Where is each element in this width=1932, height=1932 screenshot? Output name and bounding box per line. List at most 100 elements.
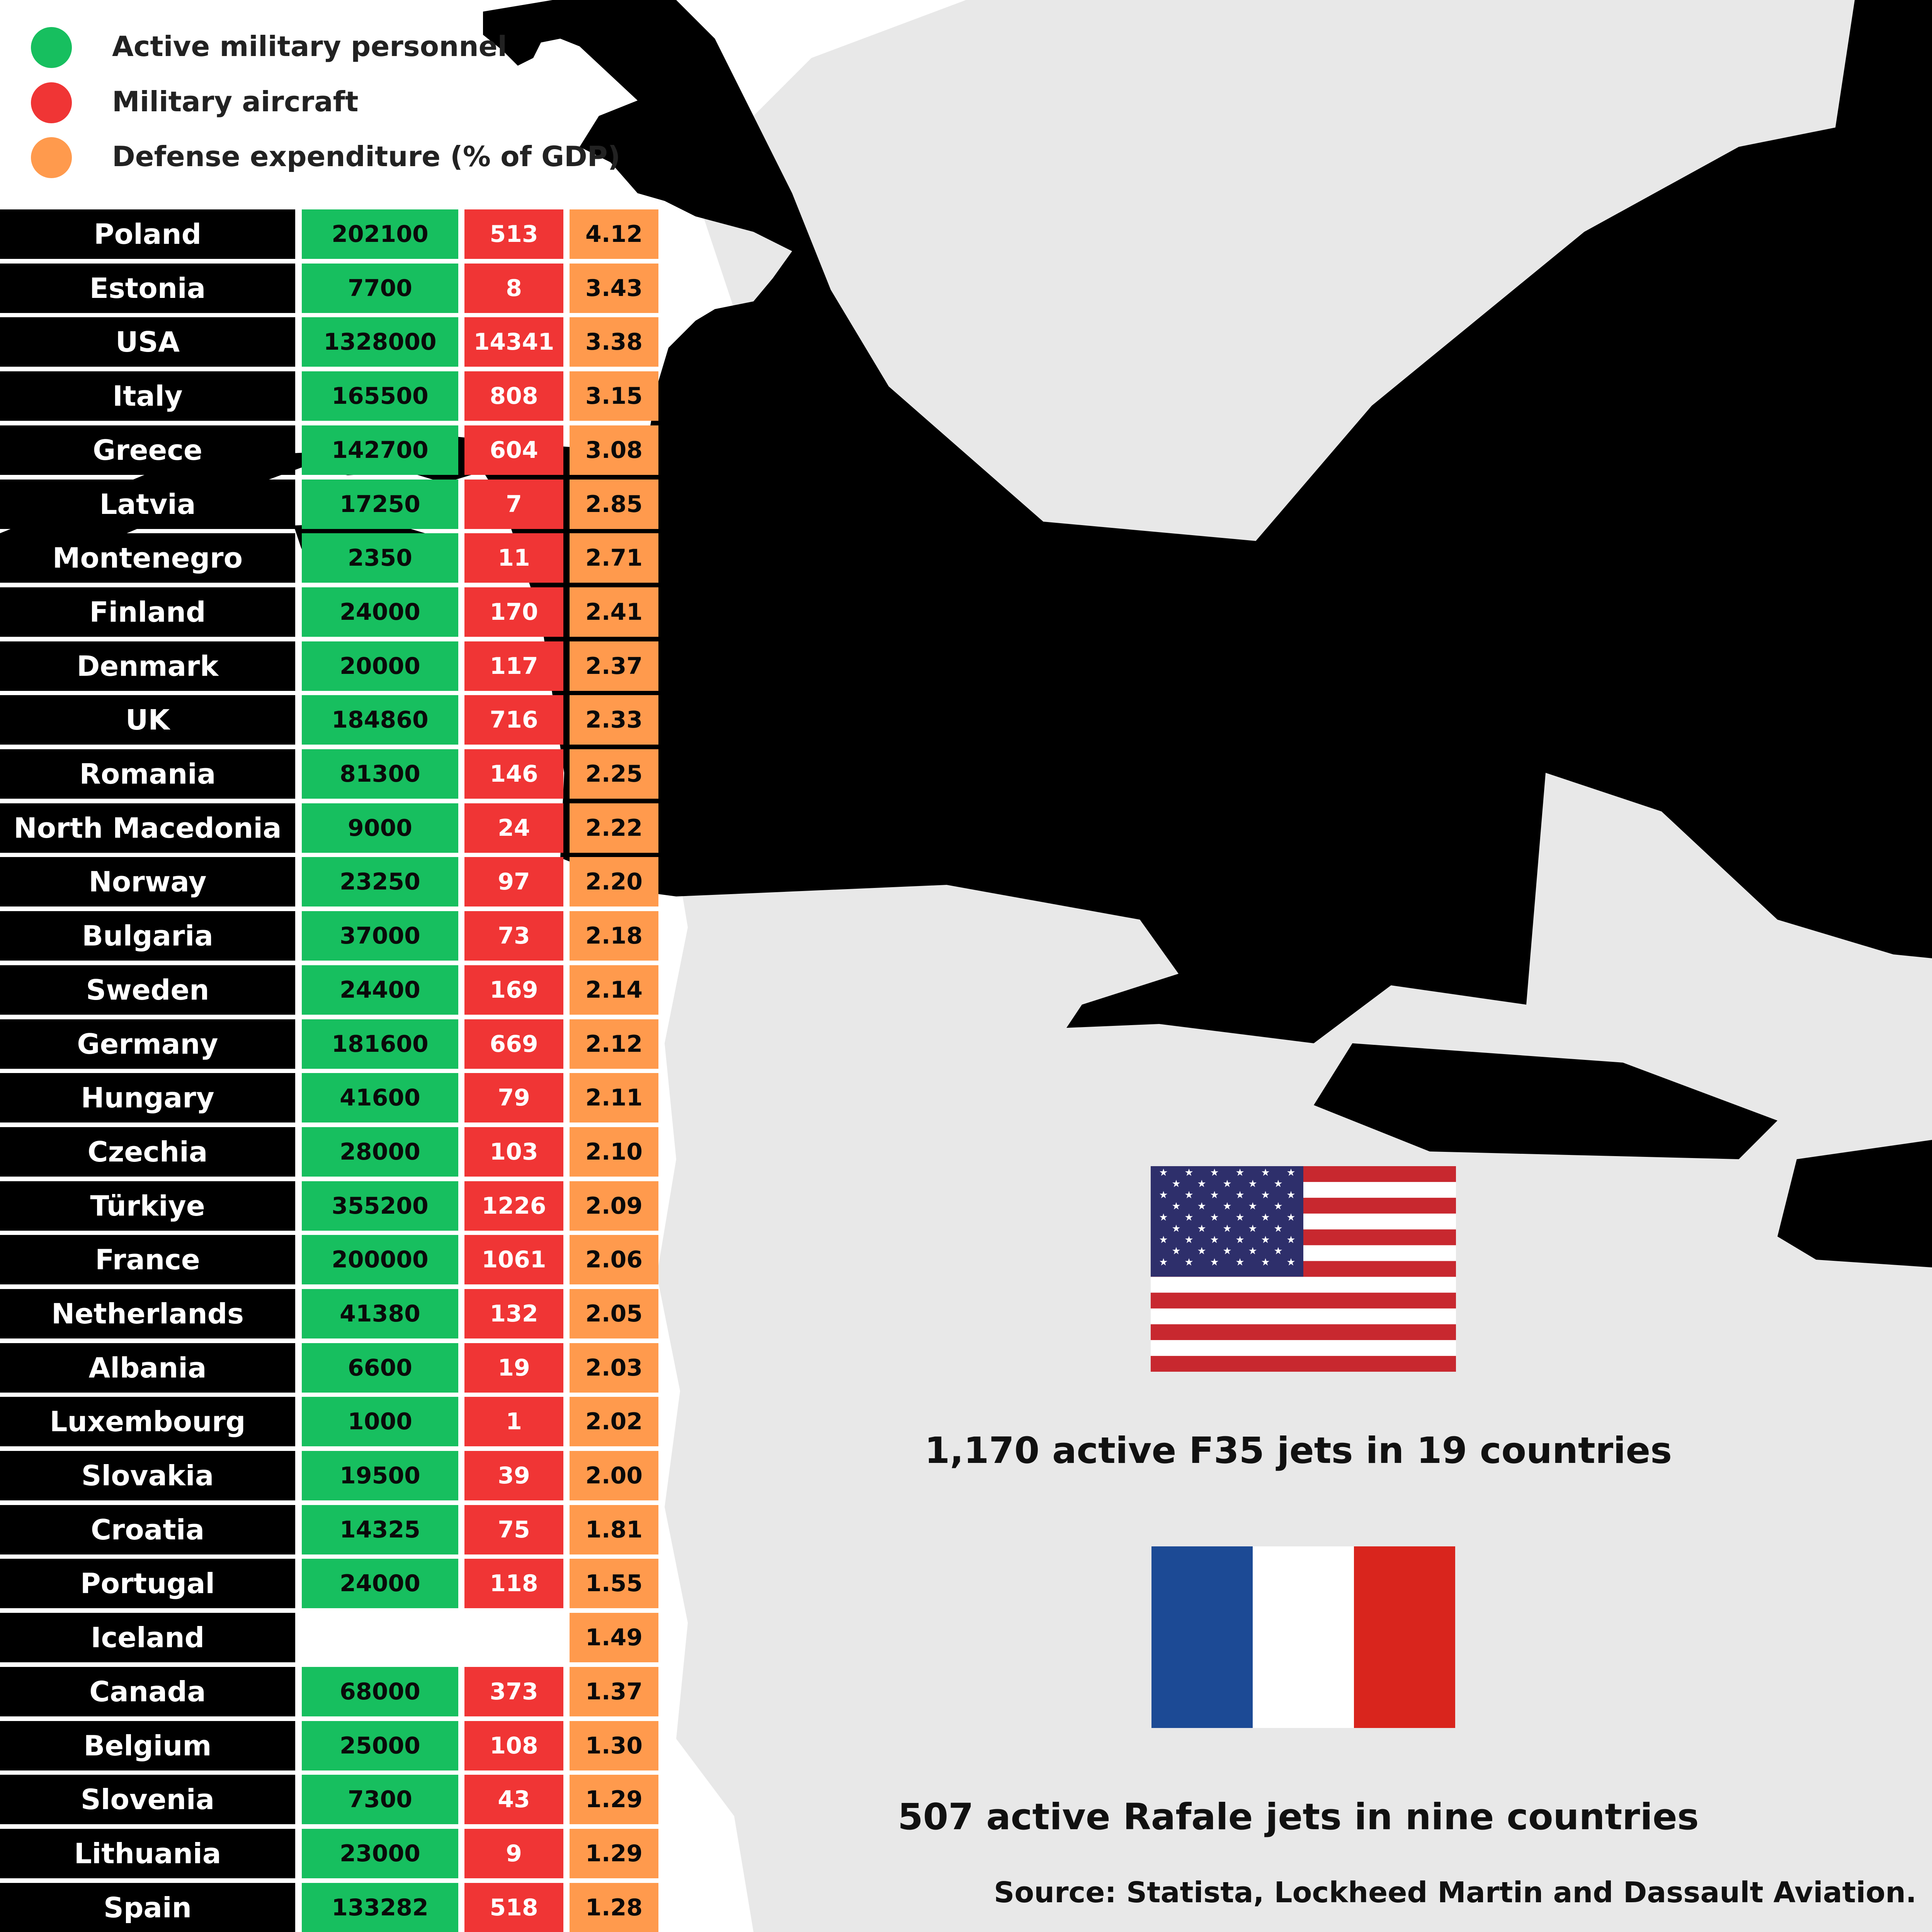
country-cell: Lithuania bbox=[0, 1829, 295, 1878]
aircraft-cell: 97 bbox=[464, 857, 563, 906]
aircraft-cell: 108 bbox=[464, 1721, 563, 1770]
personnel-cell: 19500 bbox=[302, 1451, 458, 1500]
country-cell: Luxembourg bbox=[0, 1397, 295, 1446]
svg-text:★: ★ bbox=[1197, 1178, 1206, 1190]
table-row: Iceland 1.49 bbox=[0, 1613, 658, 1662]
svg-text:★: ★ bbox=[1223, 1223, 1231, 1235]
personnel-cell: 81300 bbox=[302, 749, 458, 799]
personnel-cell: 23000 bbox=[302, 1829, 458, 1878]
svg-text:★: ★ bbox=[1235, 1212, 1244, 1223]
personnel-cell: 14325 bbox=[302, 1505, 458, 1554]
svg-text:★: ★ bbox=[1172, 1223, 1180, 1235]
svg-text:★: ★ bbox=[1235, 1189, 1244, 1201]
legend-label-aircraft: Military aircraft bbox=[112, 85, 359, 118]
defense-cell: 2.41 bbox=[570, 587, 658, 637]
table-row: Lithuania 23000 9 1.29 bbox=[0, 1829, 658, 1878]
svg-text:★: ★ bbox=[1184, 1257, 1193, 1268]
personnel-cell: 2350 bbox=[302, 533, 458, 583]
country-cell: North Macedonia bbox=[0, 803, 295, 853]
personnel-cell: 28000 bbox=[302, 1127, 458, 1177]
defense-cell: 2.71 bbox=[570, 533, 658, 583]
personnel-cell: 24000 bbox=[302, 587, 458, 637]
aircraft-cell: 373 bbox=[464, 1667, 563, 1716]
aircraft-cell: 19 bbox=[464, 1343, 563, 1393]
legend-dot-personnel bbox=[31, 27, 72, 68]
country-cell: Czechia bbox=[0, 1127, 295, 1177]
legend-dot-aircraft bbox=[31, 82, 72, 123]
defense-cell: 1.49 bbox=[570, 1613, 658, 1662]
aircraft-cell: 1226 bbox=[464, 1181, 563, 1231]
table-row: Hungary 41600 79 2.11 bbox=[0, 1073, 658, 1122]
aircraft-cell: 73 bbox=[464, 911, 563, 961]
defense-cell: 1.37 bbox=[570, 1667, 658, 1716]
svg-text:★: ★ bbox=[1159, 1257, 1168, 1268]
personnel-cell: 68000 bbox=[302, 1667, 458, 1716]
personnel-cell: 24000 bbox=[302, 1559, 458, 1608]
svg-text:★: ★ bbox=[1235, 1257, 1244, 1268]
personnel-cell: 37000 bbox=[302, 911, 458, 961]
table-row: Italy 165500 808 3.15 bbox=[0, 371, 658, 421]
country-cell: Estonia bbox=[0, 264, 295, 313]
country-cell: Slovakia bbox=[0, 1451, 295, 1500]
aircraft-cell: 8 bbox=[464, 264, 563, 313]
defense-cell: 2.20 bbox=[570, 857, 658, 906]
table-row: Portugal 24000 118 1.55 bbox=[0, 1559, 658, 1608]
country-cell: Montenegro bbox=[0, 533, 295, 583]
personnel-cell: 24400 bbox=[302, 965, 458, 1015]
aircraft-cell: 604 bbox=[464, 425, 563, 475]
svg-text:★: ★ bbox=[1159, 1212, 1168, 1223]
svg-text:★: ★ bbox=[1274, 1178, 1282, 1190]
defense-cell: 1.30 bbox=[570, 1721, 658, 1770]
personnel-cell: 23250 bbox=[302, 857, 458, 906]
country-cell: Belgium bbox=[0, 1721, 295, 1770]
svg-text:★: ★ bbox=[1261, 1257, 1270, 1268]
svg-text:★: ★ bbox=[1223, 1245, 1231, 1257]
personnel-cell: 17250 bbox=[302, 480, 458, 529]
personnel-cell: 184860 bbox=[302, 695, 458, 745]
svg-text:★: ★ bbox=[1223, 1201, 1231, 1212]
table-row: Latvia 17250 7 2.85 bbox=[0, 480, 658, 529]
defense-cell: 4.12 bbox=[570, 209, 658, 259]
personnel-cell: 9000 bbox=[302, 803, 458, 853]
usa-flag-icon: ★ ★ ★ ★ ★ ★ ★ ★ ★ ★ ★ ★ ★ ★ ★ ★ ★ ★ ★ ★ ★ ★ ★ ★ ★ ★ ★ ★ ★ ★ ★ ★ ★ ★ ★ ★ ★ ★ ★ ★… bbox=[1151, 1166, 1456, 1372]
aircraft-cell: 1 bbox=[464, 1397, 563, 1446]
svg-text:★: ★ bbox=[1184, 1167, 1193, 1179]
country-cell: Poland bbox=[0, 209, 295, 259]
svg-text:★: ★ bbox=[1274, 1223, 1282, 1235]
defense-cell: 2.14 bbox=[570, 965, 658, 1015]
personnel-cell: 41380 bbox=[302, 1289, 458, 1338]
table-row: Netherlands 41380 132 2.05 bbox=[0, 1289, 658, 1338]
personnel-cell: 7300 bbox=[302, 1775, 458, 1824]
defense-cell: 1.81 bbox=[570, 1505, 658, 1554]
defense-cell: 2.00 bbox=[570, 1451, 658, 1500]
svg-text:★: ★ bbox=[1197, 1223, 1206, 1235]
svg-text:★: ★ bbox=[1261, 1189, 1270, 1201]
aircraft-cell: 103 bbox=[464, 1127, 563, 1177]
personnel-cell: 133282 bbox=[302, 1883, 458, 1932]
svg-text:★: ★ bbox=[1210, 1167, 1219, 1179]
svg-text:★: ★ bbox=[1197, 1201, 1206, 1212]
country-cell: Latvia bbox=[0, 480, 295, 529]
personnel-cell: 25000 bbox=[302, 1721, 458, 1770]
svg-text:★: ★ bbox=[1172, 1245, 1180, 1257]
table-row: Poland 202100 513 4.12 bbox=[0, 209, 658, 259]
personnel-cell: 200000 bbox=[302, 1235, 458, 1284]
svg-text:★: ★ bbox=[1210, 1189, 1219, 1201]
defense-cell: 2.11 bbox=[570, 1073, 658, 1122]
aircraft-cell: 170 bbox=[464, 587, 563, 637]
table-row: Türkiye 355200 1226 2.09 bbox=[0, 1181, 658, 1231]
f35-caption: 1,170 active F35 jets in 19 countries bbox=[924, 1430, 1672, 1472]
aircraft-cell: 513 bbox=[464, 209, 563, 259]
aircraft-cell: 75 bbox=[464, 1505, 563, 1554]
table-row: Belgium 25000 108 1.30 bbox=[0, 1721, 658, 1770]
svg-text:★: ★ bbox=[1248, 1201, 1257, 1212]
defense-cell: 2.25 bbox=[570, 749, 658, 799]
table-row: Croatia 14325 75 1.81 bbox=[0, 1505, 658, 1554]
svg-text:★: ★ bbox=[1248, 1245, 1257, 1257]
personnel-cell: 7700 bbox=[302, 264, 458, 313]
table-row: Estonia 7700 8 3.43 bbox=[0, 264, 658, 313]
defense-cell: 3.15 bbox=[570, 371, 658, 421]
svg-text:★: ★ bbox=[1286, 1212, 1295, 1223]
country-cell: Norway bbox=[0, 857, 295, 906]
defense-cell: 2.33 bbox=[570, 695, 658, 745]
